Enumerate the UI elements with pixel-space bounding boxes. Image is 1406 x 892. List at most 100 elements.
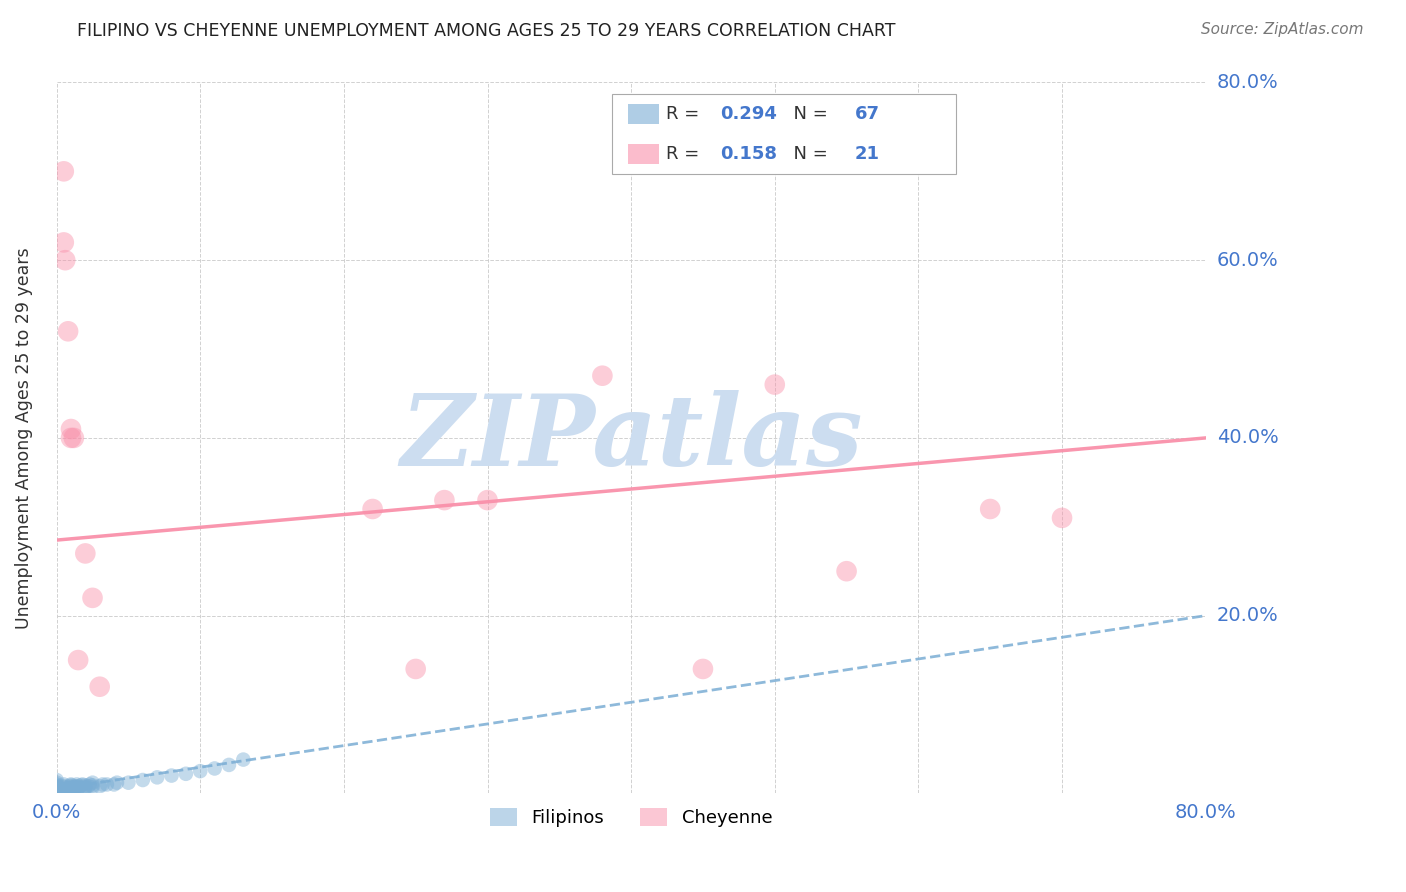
Point <box>82 775 104 789</box>
Point <box>77 779 100 793</box>
Point <box>96 777 118 791</box>
Point <box>70 778 93 792</box>
Point <box>58 779 80 793</box>
Point <box>65 780 87 794</box>
Point <box>174 766 197 780</box>
Point <box>89 680 111 694</box>
Point <box>433 493 456 508</box>
Point <box>56 324 79 338</box>
Point <box>835 564 858 578</box>
Point <box>45 786 67 800</box>
Point <box>45 786 67 800</box>
Point <box>59 781 82 796</box>
Point <box>59 777 82 791</box>
Point <box>59 780 82 795</box>
Point <box>477 493 499 508</box>
Point <box>45 772 67 787</box>
Text: 40.0%: 40.0% <box>1216 428 1278 448</box>
Point <box>75 780 97 795</box>
Legend: Filipinos, Cheyenne: Filipinos, Cheyenne <box>482 800 780 834</box>
Point <box>763 377 786 392</box>
Point <box>52 777 75 791</box>
Point <box>45 786 67 800</box>
Point <box>1050 511 1073 525</box>
Point <box>591 368 613 383</box>
Point <box>45 786 67 800</box>
Point <box>45 786 67 800</box>
Point <box>56 781 79 796</box>
Point <box>59 780 82 794</box>
Point <box>405 662 427 676</box>
Point <box>45 786 67 800</box>
Point <box>979 502 1001 516</box>
Point <box>45 783 67 797</box>
Text: Source: ZipAtlas.com: Source: ZipAtlas.com <box>1201 22 1364 37</box>
Point <box>67 653 90 667</box>
Text: 0.294: 0.294 <box>720 104 776 123</box>
Point <box>65 779 87 793</box>
Point <box>45 775 67 789</box>
Text: 60.0%: 60.0% <box>1216 251 1278 269</box>
Point <box>45 786 67 800</box>
Point <box>82 780 104 794</box>
Point <box>82 778 104 792</box>
Point <box>204 762 226 776</box>
Point <box>361 502 384 516</box>
Point <box>51 781 73 796</box>
Text: R =: R = <box>666 104 706 123</box>
Text: 67: 67 <box>855 104 880 123</box>
Point <box>105 775 128 789</box>
Point <box>67 780 90 795</box>
Point <box>66 777 89 791</box>
Point <box>146 770 169 784</box>
Point <box>45 786 67 800</box>
Point <box>69 780 91 794</box>
Text: FILIPINO VS CHEYENNE UNEMPLOYMENT AMONG AGES 25 TO 29 YEARS CORRELATION CHART: FILIPINO VS CHEYENNE UNEMPLOYMENT AMONG … <box>77 22 896 40</box>
Point <box>218 758 240 772</box>
Point <box>117 775 139 789</box>
Point <box>63 782 86 797</box>
Point <box>45 778 67 792</box>
Point <box>45 782 67 797</box>
Text: ZIPatlas: ZIPatlas <box>399 390 862 486</box>
Point <box>45 780 67 794</box>
Point <box>75 546 97 560</box>
Point <box>67 779 90 793</box>
Text: 20.0%: 20.0% <box>1216 607 1278 625</box>
Point <box>75 780 97 794</box>
Point <box>79 777 101 791</box>
Point <box>75 778 97 792</box>
Point <box>103 777 125 791</box>
Point <box>160 768 183 782</box>
Point <box>45 777 67 791</box>
Point <box>59 431 82 445</box>
Text: N =: N = <box>782 145 834 163</box>
Point <box>232 753 254 767</box>
Point <box>132 772 155 787</box>
Point <box>59 778 82 792</box>
Y-axis label: Unemployment Among Ages 25 to 29 years: Unemployment Among Ages 25 to 29 years <box>15 247 32 629</box>
Text: 21: 21 <box>855 145 880 163</box>
Point <box>63 431 86 445</box>
Text: 80.0%: 80.0% <box>1216 73 1278 92</box>
Text: 0.158: 0.158 <box>720 145 778 163</box>
Point <box>52 235 75 250</box>
Point <box>45 786 67 800</box>
Point <box>45 779 67 793</box>
Point <box>45 780 67 795</box>
Point <box>63 780 86 795</box>
Point <box>52 780 75 794</box>
Point <box>52 779 75 793</box>
Point <box>45 783 67 797</box>
Point <box>72 777 94 791</box>
Point <box>53 253 76 268</box>
Point <box>45 781 67 796</box>
Text: R =: R = <box>666 145 706 163</box>
Point <box>52 164 75 178</box>
Point <box>59 422 82 436</box>
Point <box>89 779 111 793</box>
Point <box>91 777 114 791</box>
Point <box>188 764 211 779</box>
Point <box>45 786 67 800</box>
Point <box>56 780 79 795</box>
